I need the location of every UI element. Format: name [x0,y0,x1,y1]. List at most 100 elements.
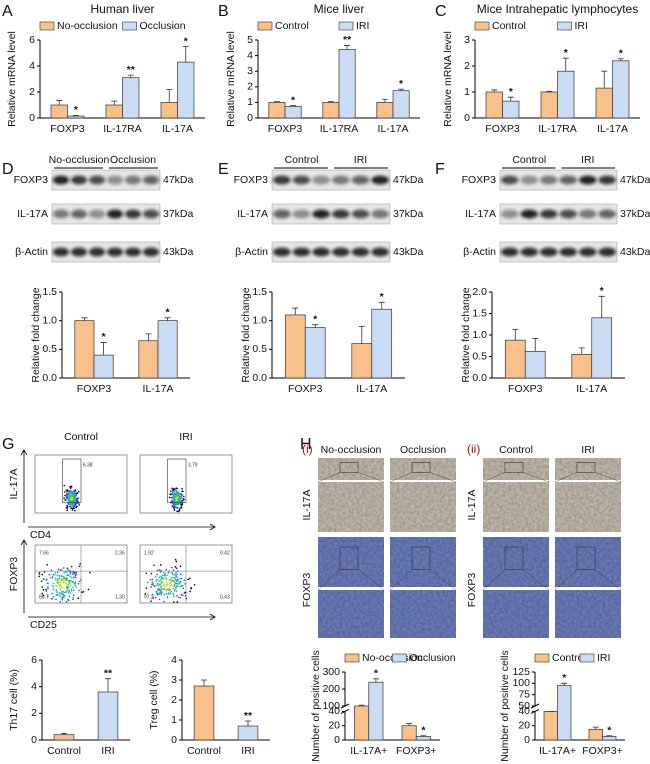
significance: * [600,285,605,297]
flow-event [171,489,174,491]
flow-event [56,581,59,583]
ihc-image [318,590,384,638]
y-tick-label: 0.5 [252,343,267,355]
flow-event [69,485,71,488]
legend-swatch [534,653,550,663]
flow-event [168,496,171,499]
y-tick-label: 2 [464,60,470,72]
x-tick-label: FOXP3 [268,123,303,135]
flow-event [74,581,77,583]
blot-protein: β-Actin [235,246,268,258]
ihc-tag: (i) [302,442,313,456]
flow-event [58,581,60,584]
blot-group: IRI [581,154,594,166]
y-tick-label: 100 [322,700,340,712]
flow-event [183,498,185,500]
flow-event [175,560,178,563]
x-tick-label: FOXP3 [288,383,323,395]
flow-event [49,576,51,579]
blot-band [539,247,558,257]
flow-event [69,584,72,587]
flow-event [171,572,174,574]
ihc-stain: FOXP3 [301,573,313,608]
blot-band [88,247,106,257]
flow-gate-value: 6.38 [83,462,93,468]
error-bar [598,295,605,318]
flow-event [67,569,70,571]
flow-event [156,578,158,581]
flow-x-axis: CD25 [30,619,57,631]
flow-event [158,576,160,578]
significance: * [166,307,171,319]
blot-protein: FOXP3 [14,174,49,186]
flow-event [52,595,55,598]
blot-band [520,247,539,257]
x-tick-label: IL-17A+ [350,745,387,757]
error-bar [532,338,539,352]
blot-band [106,175,124,185]
flow-event [42,588,45,591]
blot-size: 43kDa [620,246,650,258]
flow-event [54,577,57,579]
x-tick-label: Control [187,745,221,757]
blot-band [500,209,519,219]
flow-event [190,586,192,589]
flow-event [47,582,49,584]
flow-event [55,579,57,581]
bar [322,102,340,119]
significance: * [102,331,107,343]
flow-event [173,595,175,598]
flow-event [73,489,76,492]
blot-strip [51,169,161,191]
error-bar [381,98,388,103]
flow-event [156,569,159,572]
flow-event [77,500,79,502]
flow-event [159,586,162,588]
flow-event [174,492,176,495]
flow-event [176,506,179,509]
flow-event [180,577,183,580]
flow-event [160,580,163,583]
error-bar [592,726,599,730]
ihc-image [555,537,621,587]
error-bar [420,735,427,737]
legend-swatch [257,21,273,31]
blot-size: 47kDa [393,174,424,186]
error-bar [378,301,385,310]
blot-group: No-occlusion [49,154,110,166]
significance: * [421,724,426,736]
flow-event [178,495,180,498]
blot-band [312,247,331,257]
flow-event [155,592,158,595]
panel-label: D [2,161,14,178]
flow-event [56,579,59,582]
flow-event [173,590,176,592]
flow-event [70,507,73,509]
ihc-roi [504,462,524,473]
flow-event [56,591,59,593]
blot-group: Control [512,154,546,166]
flow-event [69,592,72,594]
flow-event [178,508,181,510]
flow-event [163,584,165,586]
flow-event [71,509,74,511]
y-axis-label: Relative fold change [30,287,42,382]
error-bar [100,342,107,356]
flow-event [168,579,171,582]
panel-label: A [2,3,13,20]
flow-event [169,578,172,581]
y-tick-label: 4 [29,60,35,72]
flow-event [179,565,182,568]
significance: * [564,47,569,59]
legend-swatch [39,21,55,31]
flow-event [155,580,157,582]
y-axis-label: Relative mRNA level [225,31,237,127]
blot-band [559,209,578,219]
x-tick-label: FOXP3 [508,383,543,395]
flow-event [160,576,162,578]
error-bar [512,329,519,341]
flow-event [74,509,76,512]
flow-event [63,580,66,583]
blot-band [70,175,88,185]
flow-event [64,491,66,493]
